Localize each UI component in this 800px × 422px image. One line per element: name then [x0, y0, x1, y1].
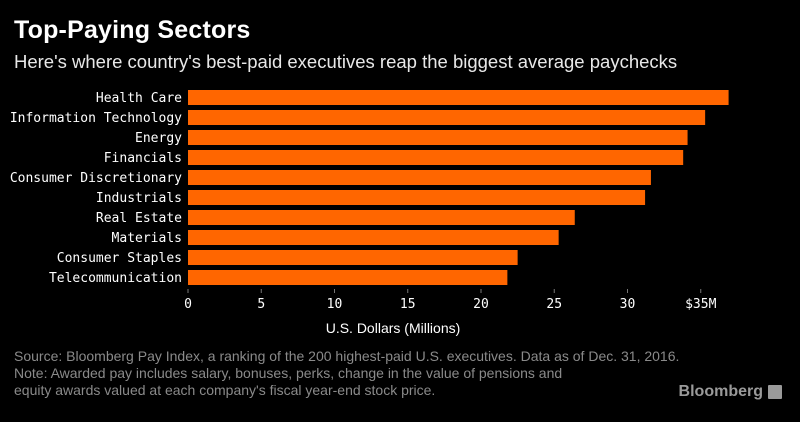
x-tick-label: 30: [620, 297, 636, 312]
bar-chart: Health Care Information Technology Energy F…: [10, 90, 729, 336]
chart-title: Top-Paying Sectors: [14, 16, 251, 44]
category-label: Consumer Staples: [57, 251, 182, 266]
bar-information-technology: [188, 110, 706, 125]
x-tick-label: 15: [400, 297, 416, 312]
bar-materials: [188, 230, 559, 245]
x-tick-label: 10: [327, 297, 343, 312]
chart-footer: Source: Bloomberg Pay Index, a ranking o…: [14, 348, 754, 399]
category-label: Financials: [104, 151, 182, 166]
bar-real-estate: [188, 210, 575, 225]
bars-group: [188, 90, 729, 285]
x-tick-label: 0: [184, 297, 192, 312]
bar-financials: [188, 150, 684, 165]
bar-consumer-discretionary: [188, 170, 651, 185]
bar-health-care: [188, 90, 729, 105]
category-label: Energy: [135, 131, 182, 146]
bloomberg-terminal-icon: [768, 385, 782, 399]
bar-consumer-staples: [188, 250, 518, 265]
source-note: Source: Bloomberg Pay Index, a ranking o…: [14, 348, 680, 364]
x-tick-label: 20: [473, 297, 489, 312]
category-label: Information Technology: [10, 111, 182, 126]
x-axis-title: U.S. Dollars (Millions): [326, 320, 461, 336]
brand-name: Bloomberg: [678, 383, 763, 400]
bar-industrials: [188, 190, 646, 205]
bar-energy: [188, 130, 688, 145]
category-label: Materials: [112, 231, 182, 246]
category-label: Consumer Discretionary: [10, 171, 182, 186]
category-label: Industrials: [96, 191, 182, 206]
chart-subtitle: Here's where country's best-paid executi…: [14, 51, 678, 72]
category-label: Telecommunication: [49, 271, 182, 286]
methodology-note: Note: Awarded pay includes salary, bonus…: [14, 365, 563, 381]
x-tick-label: 5: [257, 297, 265, 312]
bar-telecommunication: [188, 270, 508, 285]
methodology-note-continued: equity awards valued at each company's f…: [14, 382, 436, 398]
category-labels: Health Care Information Technology Energy F…: [10, 91, 182, 286]
bloomberg-logo: Bloomberg: [679, 383, 782, 401]
x-tick-label: $35M: [685, 297, 716, 312]
category-label: Health Care: [96, 91, 182, 106]
x-tick-label: 25: [546, 297, 562, 312]
category-label: Real Estate: [96, 211, 182, 226]
x-axis-ticks: 0 5 10 15 20 25 30 $35M: [184, 289, 717, 312]
